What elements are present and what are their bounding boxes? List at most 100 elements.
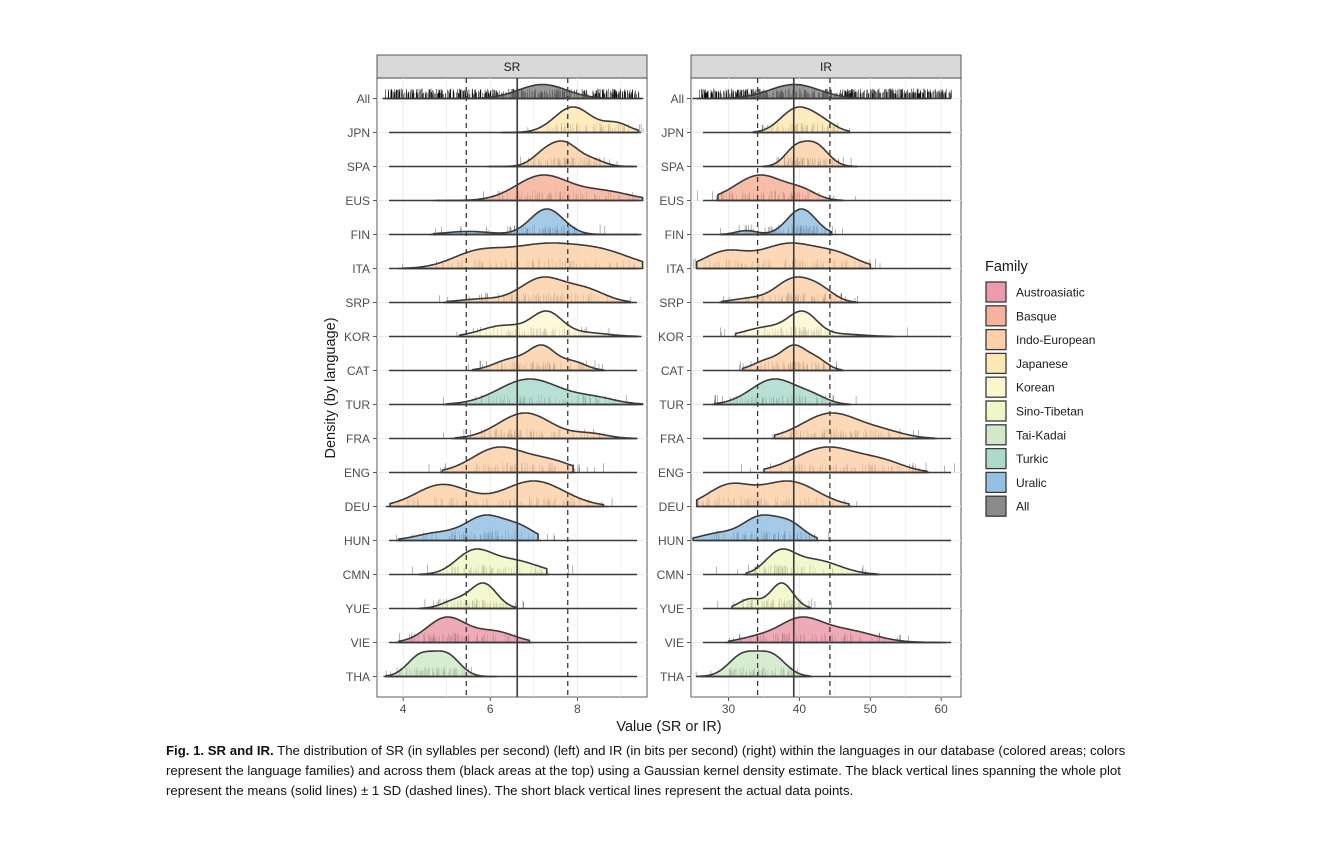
y-tick-label-sr-vie: VIE (351, 636, 370, 650)
ridge-sr-fra (389, 412, 638, 440)
ridge-ir-fin (703, 208, 951, 236)
density-curve-kor (458, 310, 640, 338)
legend-item-basque: Basque (985, 305, 1057, 327)
y-tick-label-ir-yue: YUE (659, 602, 684, 616)
panel-sr-title: SR (504, 60, 521, 74)
density-curve-jpn (502, 106, 640, 134)
ridge-sr-ita (389, 242, 644, 270)
legend-swatch (985, 352, 1007, 375)
y-tick-label-sr-fin: FIN (351, 228, 370, 242)
density-curve-yue (419, 582, 518, 610)
panel-ir-mean-lines (756, 78, 831, 697)
panel-sr-mean-lines (465, 78, 569, 697)
y-tick-label-ir-srp: SRP (659, 296, 684, 310)
ridge-sr-yue (389, 582, 637, 610)
legend-item-uralic: Uralic (985, 471, 1047, 494)
density-curve-cmn (419, 548, 548, 576)
y-tick-label-sr-ita: ITA (352, 262, 370, 276)
x-axis-title: Value (SR or IR) (616, 719, 721, 735)
legend-item-austroasiatic: Austroasiatic (985, 281, 1085, 303)
panel-ir-x-ticks: 30 40 50 60 (722, 697, 948, 716)
panel-ir-y-tick-labels: All JPN SPA EUS FIN ITA SRP KOR CAT TUR FRA ENG DEU H… (657, 92, 691, 684)
ridge-ir-fra (703, 412, 951, 440)
y-tick-label-ir-eng: ENG (658, 466, 684, 480)
ridge-sr-eng (389, 446, 637, 474)
y-tick-label-ir-tha: THA (660, 670, 684, 684)
y-tick-label-sr-yue: YUE (345, 602, 370, 616)
ridge-sr-vie (389, 616, 637, 644)
panel-ir: IR All JPN SPA EUS FIN ITA SRP KOR CAT TUR FRA ENG D… (657, 54, 962, 716)
ridge-sr-cmn (389, 548, 637, 576)
ridge-ir-yue (703, 582, 951, 610)
x-tick-label-ir-30: 30 (722, 702, 736, 716)
ridge-ir-hun (692, 514, 951, 542)
ridge-ir-cmn (703, 548, 951, 576)
y-tick-label-sr-eng: ENG (344, 466, 370, 480)
legend-swatch (985, 328, 1007, 351)
density-curve-srp (445, 276, 631, 304)
y-tick-label-ir-cat: CAT (661, 364, 685, 378)
density-curve-hun (692, 514, 818, 542)
density-curve-fra (773, 412, 935, 440)
panel-sr-strip (376, 54, 648, 79)
y-tick-label-sr-jpn: JPN (347, 126, 370, 140)
legend-swatch (985, 424, 1007, 446)
x-tick-label-ir-50: 50 (864, 702, 878, 716)
y-tick-label-ir-kor: KOR (658, 330, 684, 344)
density-curve-eng (441, 446, 574, 474)
y-tick-label-ir-hun: HUN (658, 534, 684, 548)
legend-item-japanese: Japanese (985, 352, 1068, 375)
ridge-sr-tha (383, 650, 637, 678)
panel-ir-background (690, 77, 962, 698)
legend-items: Austroasiatic Basque Indo-European Japanese… (985, 281, 1095, 517)
y-tick-label-ir-ita: ITA (666, 262, 684, 276)
density-curve-fra (454, 412, 635, 440)
y-tick-label-sr-kor: KOR (344, 330, 370, 344)
legend-swatch (985, 495, 1007, 517)
legend-label: All (1016, 500, 1029, 514)
density-curve-ita (695, 242, 872, 270)
legend-swatch (985, 376, 1007, 398)
figure-caption: Fig. 1. SR and IR. The distribution of S… (166, 741, 1176, 801)
legend-swatch (985, 305, 1007, 327)
ridge-sr-deu (385, 480, 637, 508)
ridge-ir-srp (703, 276, 951, 304)
panel-sr-y-tick-labels: All JPN SPA EUS FIN ITA SRP KOR CAT TUR FRA ENG DEU H… (343, 92, 377, 684)
y-tick-label-ir-tur: TUR (659, 398, 684, 412)
legend-label: Basque (1016, 309, 1057, 323)
panel-ir-title: IR (820, 60, 832, 74)
ridge-sr-tur (389, 378, 644, 406)
density-curve-tha (384, 650, 496, 678)
y-tick-label-sr-hun: HUN (344, 534, 370, 548)
y-tick-label-sr-tur: TUR (345, 398, 370, 412)
legend-label: Indo-European (1016, 333, 1095, 347)
y-tick-label-ir-jpn: JPN (661, 126, 684, 140)
legend: Family Austroasiatic Basque Indo-European J… (985, 259, 1095, 517)
y-tick-label-ir-fra: FRA (660, 432, 684, 446)
legend-label: Korean (1016, 381, 1055, 395)
y-tick-label-sr-cmn: CMN (343, 568, 370, 582)
y-tick-label-ir-all: All (671, 92, 684, 106)
density-curve-spa (763, 140, 857, 168)
density-curve-srp (720, 276, 857, 304)
ridge-sr-spa (389, 140, 637, 168)
caption-label: Fig. 1. SR and IR. (166, 743, 274, 758)
y-tick-label-ir-spa: SPA (661, 160, 684, 174)
panel-ir-strip (690, 54, 962, 79)
legend-item-tai-kadai: Tai-Kadai (985, 424, 1066, 446)
density-curve-cat (741, 344, 843, 372)
density-curve-tha (695, 650, 811, 678)
density-curve-jpn (752, 106, 850, 134)
legend-label: Turkic (1016, 452, 1048, 466)
density-curve-vie (727, 616, 942, 644)
x-tick-label-ir-40: 40 (793, 702, 807, 716)
y-tick-label-ir-eus: EUS (659, 194, 684, 208)
density-curve-yue (731, 582, 811, 610)
ridge-sr-hun (389, 514, 637, 542)
y-tick-label-ir-deu: DEU (659, 500, 684, 514)
ridge-ir-ita (693, 242, 951, 270)
x-tick-label-sr-6: 6 (487, 702, 494, 716)
legend-label: Sino-Tibetan (1016, 405, 1084, 419)
density-curve-deu (389, 480, 605, 508)
